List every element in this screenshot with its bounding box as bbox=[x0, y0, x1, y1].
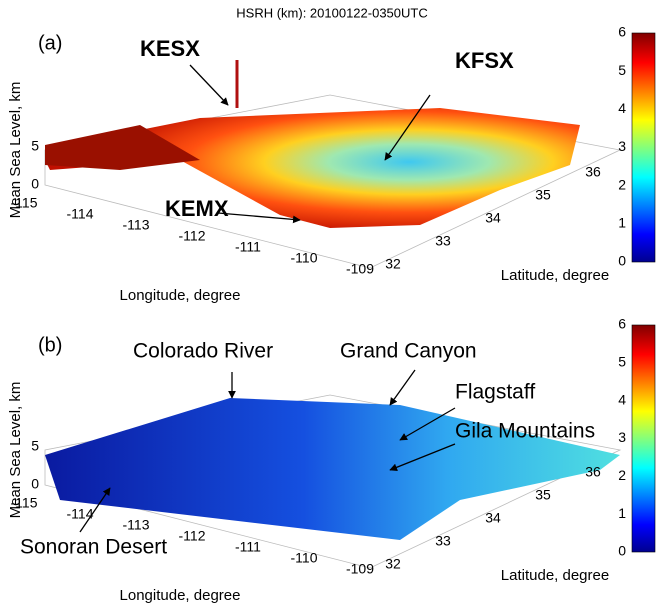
colorbar bbox=[632, 325, 655, 552]
annotation: Colorado River bbox=[133, 340, 273, 363]
x-tick-label: -110 bbox=[291, 550, 318, 566]
y-axis-label: Latitude, degree bbox=[501, 267, 609, 284]
y-tick-label: 35 bbox=[535, 187, 551, 203]
x-tick-label: -112 bbox=[179, 228, 206, 244]
figure-title: HSRH (km): 20100122-0350UTC bbox=[236, 5, 427, 20]
colorbar-tick-label: 0 bbox=[618, 543, 626, 559]
colorbar-tick-label: 3 bbox=[618, 429, 626, 445]
colorbar-tick-label: 6 bbox=[618, 24, 626, 40]
z-tick-label: 5 bbox=[31, 138, 39, 154]
x-tick-label: -114 bbox=[67, 206, 94, 222]
annotation: Flagstaff bbox=[455, 381, 535, 404]
x-tick-label: -114 bbox=[67, 506, 94, 522]
annotation: KESX bbox=[140, 36, 200, 61]
colorbar-tick-label: 5 bbox=[618, 354, 626, 370]
panel-a-surface bbox=[45, 60, 620, 268]
figure: HSRH (km): 20100122-0350UTC (a)-115-114-… bbox=[0, 0, 665, 607]
x-tick-label: -109 bbox=[346, 261, 374, 277]
colorbar-tick-label: 1 bbox=[618, 505, 626, 521]
x-tick-label: -113 bbox=[123, 217, 150, 233]
y-tick-label: 32 bbox=[385, 256, 401, 272]
y-tick-label: 34 bbox=[485, 510, 501, 526]
panel-label: (b) bbox=[38, 334, 62, 356]
colorbar-tick-label: 6 bbox=[618, 316, 626, 332]
y-tick-label: 32 bbox=[385, 556, 401, 572]
x-tick-label: -111 bbox=[235, 239, 261, 255]
colorbar-tick-label: 0 bbox=[618, 253, 626, 269]
y-tick-label: 33 bbox=[435, 233, 451, 249]
x-tick-label: -113 bbox=[123, 517, 150, 533]
annotation: Gila Mountains bbox=[455, 420, 595, 443]
z-axis-label: Mean Sea Level, km bbox=[7, 382, 24, 519]
x-tick-label: -111 bbox=[235, 539, 261, 555]
x-axis-label: Longitude, degree bbox=[120, 287, 241, 304]
colorbar-tick-label: 2 bbox=[618, 176, 626, 192]
annotation: Sonoran Desert bbox=[20, 536, 167, 559]
colorbar-tick-label: 4 bbox=[618, 100, 626, 116]
y-tick-label: 36 bbox=[585, 164, 601, 180]
annotation: Grand Canyon bbox=[340, 340, 477, 363]
z-tick-label: 0 bbox=[31, 176, 39, 192]
z-tick-label: 0 bbox=[31, 476, 39, 492]
y-tick-label: 33 bbox=[435, 533, 451, 549]
x-tick-label: -112 bbox=[179, 528, 206, 544]
colorbar-tick-label: 5 bbox=[618, 62, 626, 78]
x-axis-label: Longitude, degree bbox=[120, 587, 241, 604]
colorbar bbox=[632, 33, 655, 262]
panel-label: (a) bbox=[38, 32, 62, 54]
colorbar-tick-label: 4 bbox=[618, 391, 626, 407]
z-axis-label: Mean Sea Level, km bbox=[7, 82, 24, 219]
annotation-arrow bbox=[190, 65, 228, 105]
y-tick-label: 36 bbox=[585, 464, 601, 480]
y-tick-label: 34 bbox=[485, 210, 501, 226]
z-tick-label: 5 bbox=[31, 438, 39, 454]
annotation-arrow bbox=[390, 370, 415, 405]
annotation: KFSX bbox=[455, 48, 514, 73]
annotation: KEMX bbox=[165, 196, 229, 221]
colorbar-tick-label: 2 bbox=[618, 467, 626, 483]
x-tick-label: -109 bbox=[346, 561, 374, 577]
y-axis-label: Latitude, degree bbox=[501, 567, 609, 584]
colorbar-tick-label: 3 bbox=[618, 138, 626, 154]
x-tick-label: -110 bbox=[291, 250, 318, 266]
y-tick-label: 35 bbox=[535, 487, 551, 503]
colorbar-tick-label: 1 bbox=[618, 215, 626, 231]
